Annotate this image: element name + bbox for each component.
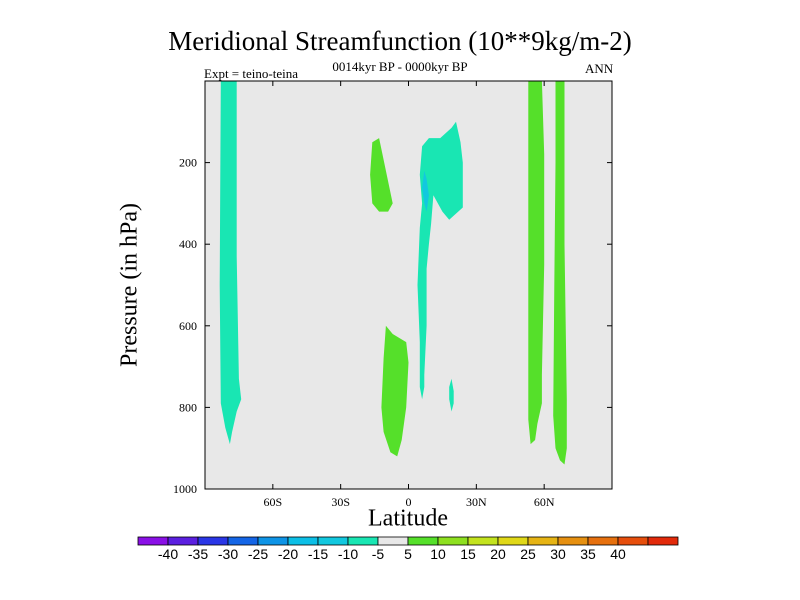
x-tick-label: 30S — [331, 495, 350, 509]
x-tick-label: 60N — [534, 495, 555, 509]
x-tick-label: 60S — [263, 495, 282, 509]
colorbar-swatch — [347, 536, 379, 546]
upper-tropical-positive-cell — [370, 138, 393, 212]
colorbar-label: -5 — [372, 546, 385, 562]
colorbar-swatch — [437, 536, 469, 546]
colorbar-swatch — [527, 536, 559, 546]
colorbar-label: 5 — [404, 546, 412, 562]
colorbar-label: 35 — [580, 546, 596, 562]
small-negative-patch — [449, 378, 454, 412]
colorbar-swatch — [227, 536, 259, 546]
colorbar-label: -15 — [308, 546, 328, 562]
colorbar-swatch — [407, 536, 439, 546]
experiment-label: Expt = teino-teina — [204, 66, 298, 81]
chart-title: Meridional Streamfunction (10**9kg/m-2) — [168, 26, 632, 56]
colorbar-swatch — [587, 536, 619, 546]
colorbar-swatch — [647, 536, 679, 546]
colorbar-swatch — [497, 536, 529, 546]
colorbar-swatch — [557, 536, 589, 546]
x-axis-label: Latitude — [368, 505, 448, 532]
y-tick-label: 600 — [179, 319, 197, 333]
colorbar-label: 25 — [520, 546, 536, 562]
nh-positive-cell-1 — [528, 81, 545, 445]
colorbar-label: 10 — [430, 546, 446, 562]
season-label: ANN — [585, 61, 614, 76]
nh-positive-cell-2 — [553, 81, 567, 465]
x-tick-label: 30N — [466, 495, 487, 509]
colorbar-label: 30 — [550, 546, 566, 562]
colorbar-label: 20 — [490, 546, 506, 562]
lower-tropical-positive-cell — [381, 325, 409, 457]
colorbar-swatch — [617, 536, 649, 546]
y-tick-label: 400 — [179, 237, 197, 251]
colorbar-swatch — [317, 536, 349, 546]
colorbar-swatch — [137, 536, 169, 546]
colorbar-label: 15 — [460, 546, 476, 562]
colorbar-swatch — [287, 536, 319, 546]
colorbar-swatch — [257, 536, 289, 546]
plot-background — [205, 81, 612, 489]
colorbar-label: -20 — [278, 546, 298, 562]
sh-polar-negative-cell — [219, 81, 242, 445]
y-tick-label: 200 — [179, 156, 197, 170]
equatorial-negative-cell — [417, 121, 463, 400]
colorbar-label: -30 — [218, 546, 238, 562]
colorbar-label: -10 — [338, 546, 358, 562]
colorbar-label: 40 — [610, 546, 626, 562]
colorbar-swatch — [167, 536, 199, 546]
colorbar-label: -40 — [158, 546, 178, 562]
colorbar-label: -25 — [248, 546, 268, 562]
equatorial-core-negative — [422, 170, 429, 212]
y-tick-label: 1000 — [173, 482, 197, 496]
colorbar-swatch — [377, 536, 409, 546]
x-tick-label: 0 — [406, 495, 412, 509]
colorbar-swatch — [197, 536, 229, 546]
colorbar-swatch — [467, 536, 499, 546]
y-tick-label: 800 — [179, 400, 197, 414]
colorbar-label: -35 — [188, 546, 208, 562]
chart-subtitle: 0014kyr BP - 0000kyr BP — [332, 59, 468, 74]
